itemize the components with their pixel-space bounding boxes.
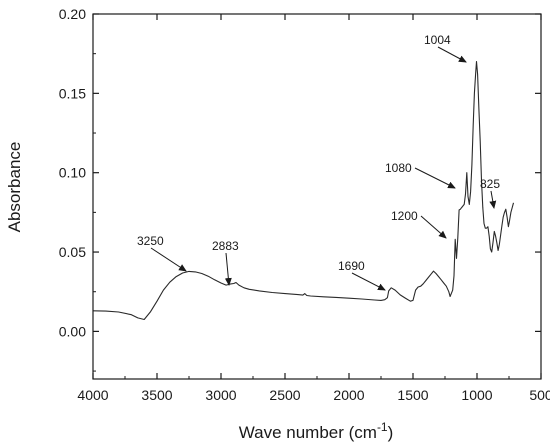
y-axis-title: Absorbance	[5, 142, 24, 233]
peak-label-1200: 1200	[391, 209, 418, 223]
y-tick-label: 0.05	[59, 244, 86, 260]
peak-label-2883: 2883	[212, 239, 239, 253]
x-tick-label: 4000	[77, 387, 108, 403]
peak-label-3250: 3250	[137, 234, 164, 248]
peak-label-825: 825	[480, 177, 500, 191]
peak-arrow-825	[489, 190, 497, 209]
peak-arrow-3250	[150, 247, 187, 272]
peak-arrow-1080	[414, 167, 456, 189]
peak-label-1690: 1690	[338, 259, 365, 273]
peak-label-1080: 1080	[385, 161, 412, 175]
peak-arrow-1200	[420, 215, 447, 239]
y-tick-label: 0.10	[59, 165, 86, 181]
x-tick-label: 3000	[205, 387, 236, 403]
x-tick-label: 1500	[397, 387, 428, 403]
peak-arrow-1004	[437, 46, 467, 63]
peak-arrow-2883	[224, 252, 232, 286]
y-tick-label: 0.00	[59, 323, 86, 339]
y-tick-label: 0.15	[59, 85, 86, 101]
y-tick-label: 0.20	[59, 6, 86, 22]
peak-annotations: 3250 2883 1690 1200 1080 1004 825	[137, 33, 500, 291]
x-tick-label: 2500	[269, 387, 300, 403]
peak-arrow-1690	[351, 272, 386, 291]
x-tick-label: 1000	[461, 387, 492, 403]
x-tick-label: 2000	[333, 387, 364, 403]
x-tick-label: 3500	[141, 387, 172, 403]
y-axis-ticks: 0.00 0.05 0.10 0.15 0.20	[59, 6, 541, 372]
x-axis-ticks: 4000 3500 3000 2500 2000 1500 1000 500	[77, 14, 550, 403]
x-tick-label: 500	[529, 387, 550, 403]
peak-label-1004: 1004	[424, 33, 451, 47]
x-axis-title: Wave number (cm-1)	[239, 420, 394, 442]
